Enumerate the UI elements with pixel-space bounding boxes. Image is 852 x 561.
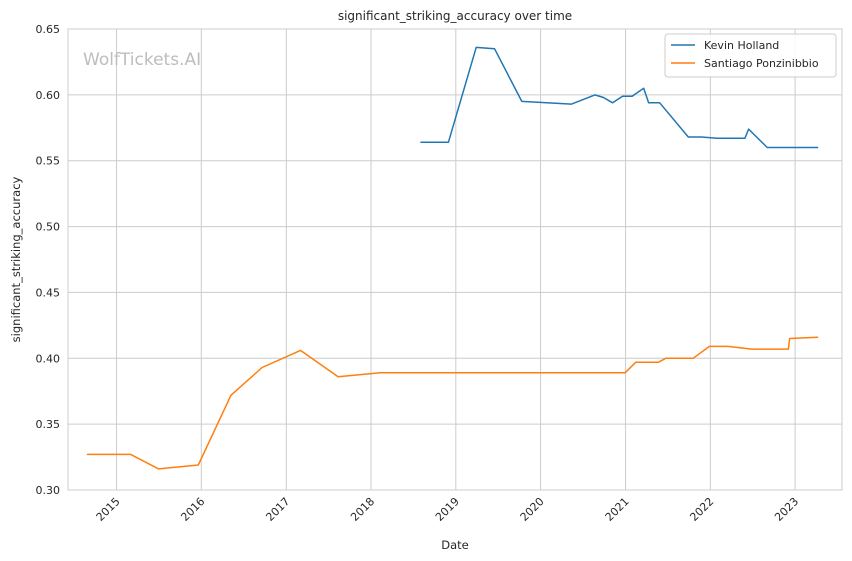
x-axis-ticks: 2015 2016 2017 2018 2019 2020 2021 2022 2023: [94, 495, 802, 524]
x-tick-label: 2022: [687, 495, 716, 524]
y-tick-label: 0.50: [36, 221, 61, 234]
x-tick-label: 2023: [772, 495, 801, 524]
y-tick-label: 0.60: [36, 89, 61, 102]
y-tick-label: 0.35: [36, 418, 61, 431]
x-tick-label: 2020: [518, 495, 547, 524]
plot-area: [68, 29, 842, 490]
x-tick-label: 2021: [603, 495, 632, 524]
series-line-santiago-ponzinibbio: [86, 336, 819, 470]
y-tick-label: 0.45: [36, 286, 61, 299]
legend-label-santiago-ponzinibbio: Santiago Ponzinibbio: [704, 57, 819, 70]
x-tick-label: 2015: [94, 495, 123, 524]
legend-label-kevin-holland: Kevin Holland: [704, 39, 779, 52]
y-axis-title: significant_striking_accuracy: [9, 176, 23, 342]
x-axis-title: Date: [441, 538, 469, 552]
x-tick-label: 2019: [433, 495, 462, 524]
y-tick-label: 0.65: [36, 23, 61, 36]
y-tick-label: 0.40: [36, 352, 61, 365]
x-tick-label: 2016: [178, 495, 207, 524]
series-lines: [86, 46, 819, 470]
legend: Kevin Holland Santiago Ponzinibbio: [664, 33, 837, 78]
legend-box: [664, 33, 837, 78]
watermark: WolfTickets.AI: [83, 50, 201, 70]
y-tick-label: 0.55: [36, 155, 61, 168]
y-tick-label: 0.30: [36, 484, 61, 497]
chart-title: significant_striking_accuracy over time: [338, 9, 572, 23]
y-axis-ticks: 0.30 0.35 0.40 0.45 0.50 0.55 0.60 0.65: [36, 23, 61, 497]
plot-frame: [67, 28, 843, 491]
x-tick-label: 2018: [348, 495, 377, 524]
x-tick-label: 2017: [263, 495, 292, 524]
series-line-kevin-holland: [420, 46, 819, 149]
